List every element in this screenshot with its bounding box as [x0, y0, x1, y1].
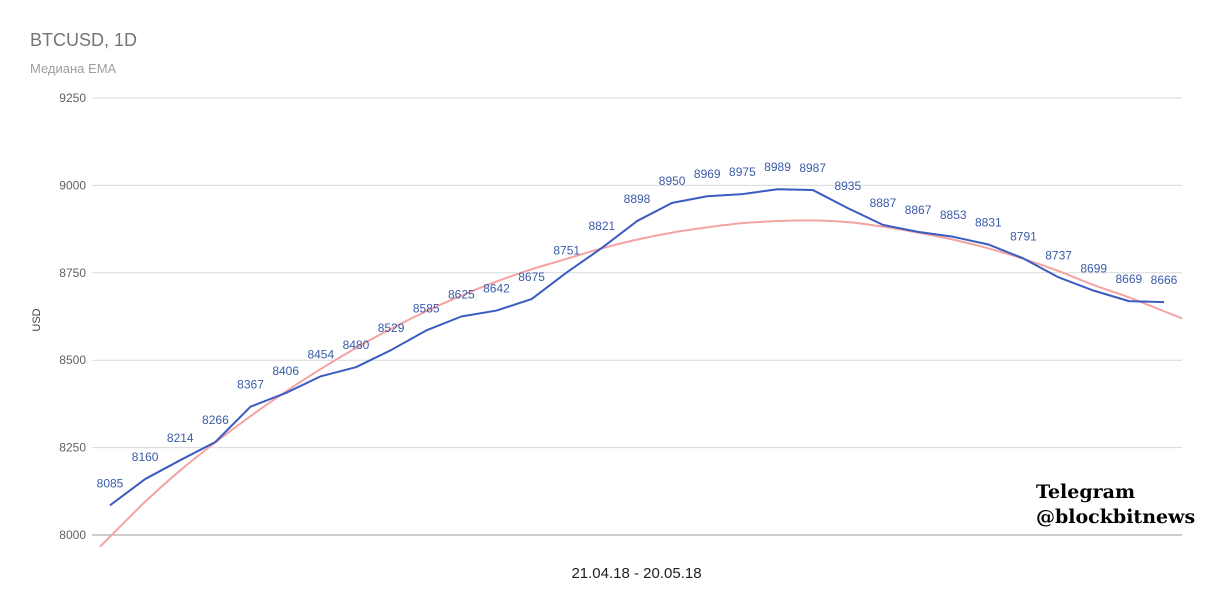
y-tick-labels: 8000 8250 8500 8750 9000 9250	[59, 91, 86, 542]
telegram-watermark: Telegram @blockbitnews	[1036, 480, 1195, 530]
series-lines	[99, 188, 1183, 548]
watermark-line-1: Telegram	[1036, 481, 1136, 503]
data-label: 8969	[694, 167, 721, 181]
data-label: 8699	[1080, 262, 1107, 276]
data-label: 8454	[307, 347, 334, 361]
data-label: 8791	[1010, 229, 1037, 243]
y-tick-label: 9250	[59, 91, 86, 105]
data-label: 8669	[1116, 272, 1143, 286]
y-tick-label: 8250	[59, 441, 86, 455]
data-label: 8625	[448, 288, 475, 302]
data-label: 8642	[483, 282, 510, 296]
data-label: 8480	[343, 338, 370, 352]
data-label: 8751	[553, 243, 580, 257]
y-tick-label: 8500	[59, 353, 86, 367]
data-label: 8529	[378, 321, 405, 335]
data-label: 8266	[202, 413, 229, 427]
data-label: 8853	[940, 208, 967, 222]
data-label: 8085	[97, 476, 124, 490]
data-label: 8737	[1045, 248, 1072, 262]
y-tick-label: 8750	[59, 266, 86, 280]
data-label: 8887	[870, 196, 897, 210]
data-label: 8950	[659, 174, 686, 188]
y-tick-label: 8000	[59, 528, 86, 542]
data-label: 8935	[834, 179, 861, 193]
chart-title: BTCUSD, 1D	[30, 30, 138, 50]
price-line	[109, 188, 1165, 507]
chart-subtitle: Медиана EMA	[30, 61, 117, 76]
data-label: 8975	[729, 165, 756, 179]
data-label: 8987	[799, 161, 826, 175]
data-label: 8585	[413, 301, 440, 315]
data-label: 8367	[237, 378, 264, 392]
data-label: 8160	[132, 450, 159, 464]
data-label: 8831	[975, 215, 1002, 229]
grid-lines	[92, 97, 1182, 536]
data-label: 8214	[167, 431, 194, 445]
y-axis-label: USD	[31, 308, 43, 332]
data-label: 8989	[764, 160, 791, 174]
data-label: 8406	[272, 364, 299, 378]
y-tick-label: 9000	[59, 178, 86, 192]
data-label: 8821	[589, 219, 616, 233]
data-label: 8867	[905, 203, 932, 217]
x-axis-label: 21.04.18 - 20.05.18	[571, 565, 702, 582]
trend-line	[99, 219, 1183, 548]
data-label: 8675	[518, 270, 545, 284]
data-label: 8666	[1151, 273, 1178, 287]
data-labels: 8085 8160 8214 8266 8367 8406 8454 8480 8529 8585…	[97, 160, 1178, 490]
watermark-line-2: @blockbitnews	[1036, 506, 1196, 528]
data-label: 8898	[624, 192, 651, 206]
